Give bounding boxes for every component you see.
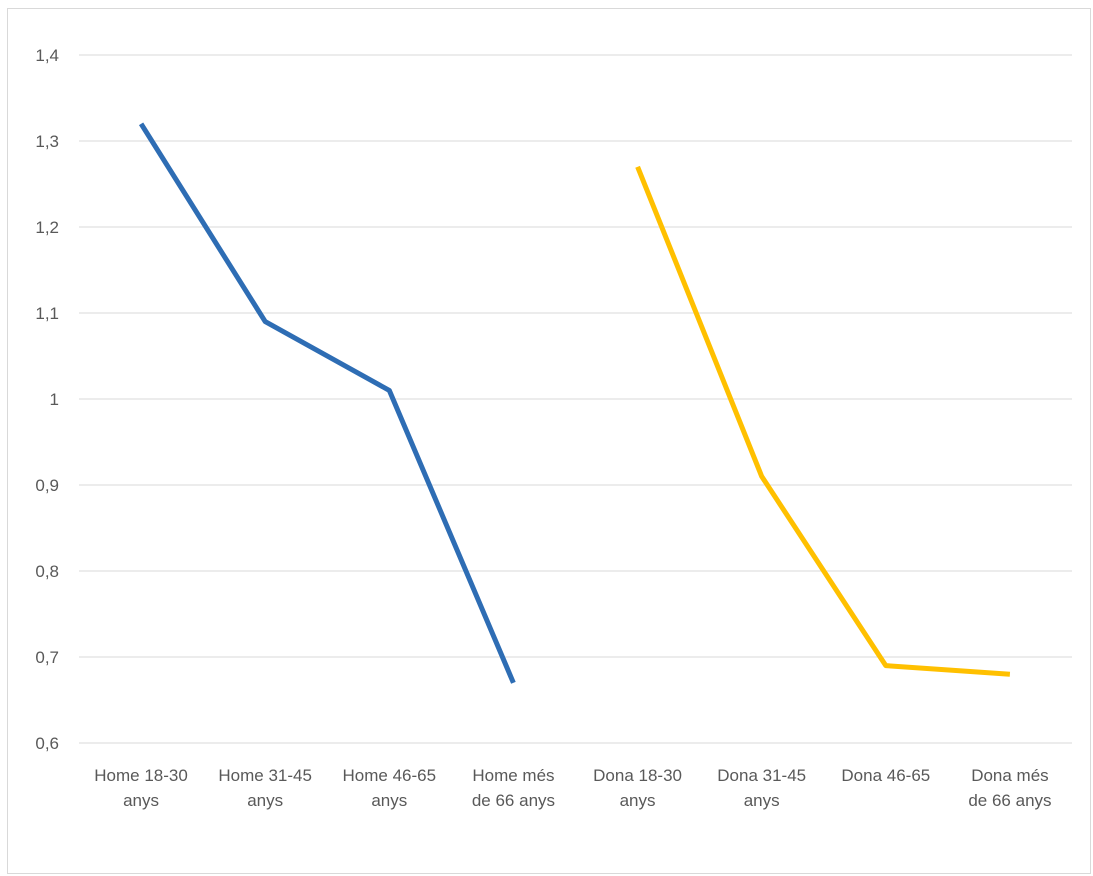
y-tick-label: 1,1 <box>35 304 59 323</box>
x-tick-label: Dona 31-45 anys <box>717 766 806 810</box>
y-tick-label: 0,9 <box>35 476 59 495</box>
x-tick-label: Dona 18-30 anys <box>593 766 682 810</box>
x-tick-label: Dona 46-65 <box>841 766 930 785</box>
gridlines <box>79 54 1072 744</box>
x-tick-label: Home 46-65 anys <box>343 766 437 810</box>
x-tick-label: Home més de 66 anys <box>472 766 555 810</box>
x-tick-label: Dona més de 66 anys <box>968 766 1051 810</box>
chart-frame <box>7 8 1091 874</box>
x-axis-tick-labels: Home 18-30 anys Home 31-45 anys Home 46-65 an… <box>94 766 1051 810</box>
x-tick-label: Home 18-30 anys <box>94 766 188 810</box>
y-tick-label: 1 <box>50 390 59 409</box>
series-lines <box>138 122 1011 684</box>
y-tick-label: 0,6 <box>35 734 59 753</box>
y-tick-label: 1,4 <box>35 46 59 65</box>
y-tick-label: 1,2 <box>35 218 59 237</box>
y-tick-label: 1,3 <box>35 132 59 151</box>
series-line-2 <box>635 165 1011 677</box>
y-tick-label: 0,7 <box>35 648 59 667</box>
x-tick-label: Home 31-45 anys <box>218 766 312 810</box>
y-axis-tick-labels: 1,4 1,3 1,2 1,1 1 0,9 0,8 0,7 0,6 <box>35 46 59 753</box>
series-line-1 <box>138 122 516 684</box>
y-tick-label: 0,8 <box>35 562 59 581</box>
